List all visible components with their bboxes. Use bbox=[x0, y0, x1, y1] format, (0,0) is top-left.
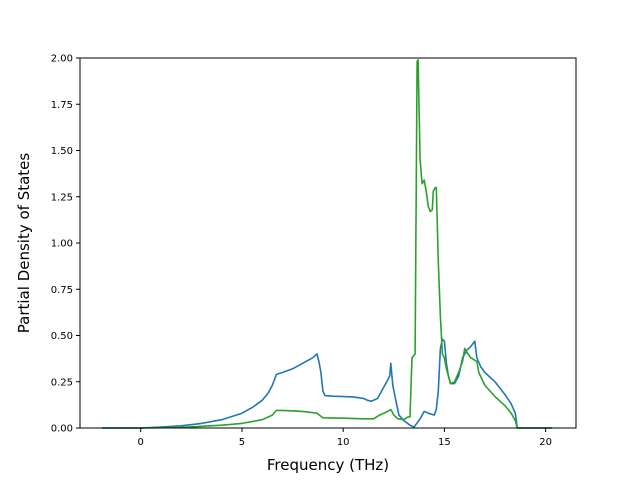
x-tick-label: 5 bbox=[239, 437, 245, 448]
x-tick-label: 10 bbox=[337, 437, 350, 448]
y-axis-title: Partial Density of States bbox=[15, 153, 33, 334]
x-axis-title: Frequency (THz) bbox=[267, 456, 389, 474]
y-tick-label: 0.50 bbox=[51, 331, 73, 342]
y-axis-ticks: 0.00 0.25 0.50 0.75 1.00 1.25 1.50 1.75 2.00 bbox=[51, 54, 80, 435]
y-tick-label: 1.50 bbox=[51, 146, 73, 157]
x-axis-ticks: 0 5 10 15 20 bbox=[138, 428, 552, 448]
x-tick-label: 0 bbox=[138, 437, 144, 448]
y-tick-label: 1.00 bbox=[51, 239, 73, 250]
series-1-line bbox=[101, 338, 553, 429]
series-2-line bbox=[101, 59, 553, 429]
y-tick-label: 0.25 bbox=[51, 377, 73, 388]
y-tick-label: 1.25 bbox=[51, 192, 73, 203]
y-tick-label: 1.75 bbox=[51, 100, 73, 111]
x-tick-label: 15 bbox=[438, 437, 451, 448]
y-tick-label: 2.00 bbox=[51, 54, 73, 65]
x-tick-label: 20 bbox=[539, 437, 552, 448]
y-tick-label: 0.75 bbox=[51, 285, 73, 296]
y-tick-label: 0.00 bbox=[51, 424, 73, 435]
series-layer bbox=[101, 59, 553, 429]
